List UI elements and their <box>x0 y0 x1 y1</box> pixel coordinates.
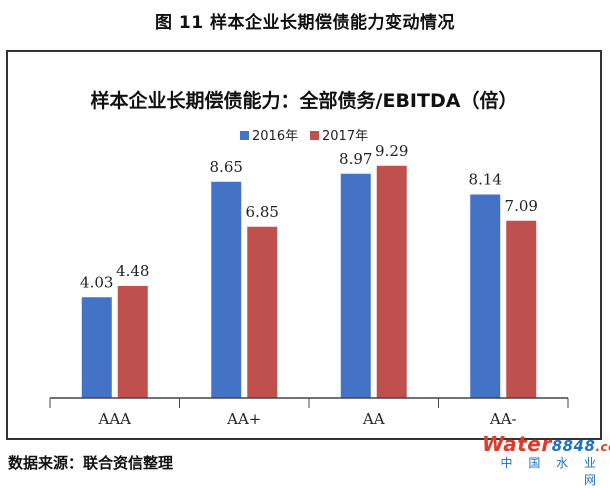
legend-label-1: 2016年 <box>252 129 298 144</box>
x-tick-label-AAA: AAA <box>98 410 132 428</box>
data-label-AA--2017年: 7.09 <box>505 197 538 215</box>
x-tick-label-AA-: AA- <box>489 410 517 428</box>
x-tick-label-AA+: AA+ <box>226 410 261 428</box>
data-label-AA-2016年: 8.97 <box>339 150 372 168</box>
watermark-logo: Water8848.com 中 国 水 业 网 <box>482 432 610 487</box>
bar-AA--2017年 <box>506 220 537 398</box>
legend-label-2: 2017年 <box>322 129 368 144</box>
bar-AAA-2017年 <box>117 286 148 398</box>
data-label-AA--2016年: 8.14 <box>469 171 502 189</box>
legend-swatch-1 <box>240 131 249 140</box>
data-label-AAA-2017年: 4.48 <box>116 262 149 280</box>
bar-AA-2016年 <box>340 173 371 398</box>
data-label-AAA-2016年: 4.03 <box>80 273 113 291</box>
watermark-brand: Water <box>482 432 552 456</box>
watermark-digits: 8848 <box>551 437 596 455</box>
bar-AA+-2017年 <box>247 226 278 398</box>
data-label-AA-2017年: 9.29 <box>375 142 408 160</box>
bar-AA-2017年 <box>376 165 407 398</box>
data-label-AA+-2016年: 8.65 <box>210 158 243 176</box>
watermark-suffix: .com <box>595 440 610 454</box>
source-note: 数据来源：联合资信整理 <box>8 454 174 472</box>
x-tick-label-AA: AA <box>362 410 385 428</box>
bar-AA+-2016年 <box>211 181 242 398</box>
chart-title: 样本企业长期偿债能力：全部债务/EBITDA（倍） <box>90 90 518 112</box>
bar-AA--2016年 <box>470 194 501 398</box>
figure-title: 图 11 样本企业长期偿债能力变动情况 <box>155 13 455 33</box>
watermark-subtitle: 中 国 水 业 网 <box>500 456 602 487</box>
legend-swatch-2 <box>310 131 319 140</box>
bar-AAA-2016年 <box>81 297 112 398</box>
data-label-AA+-2017年: 6.85 <box>246 203 279 221</box>
